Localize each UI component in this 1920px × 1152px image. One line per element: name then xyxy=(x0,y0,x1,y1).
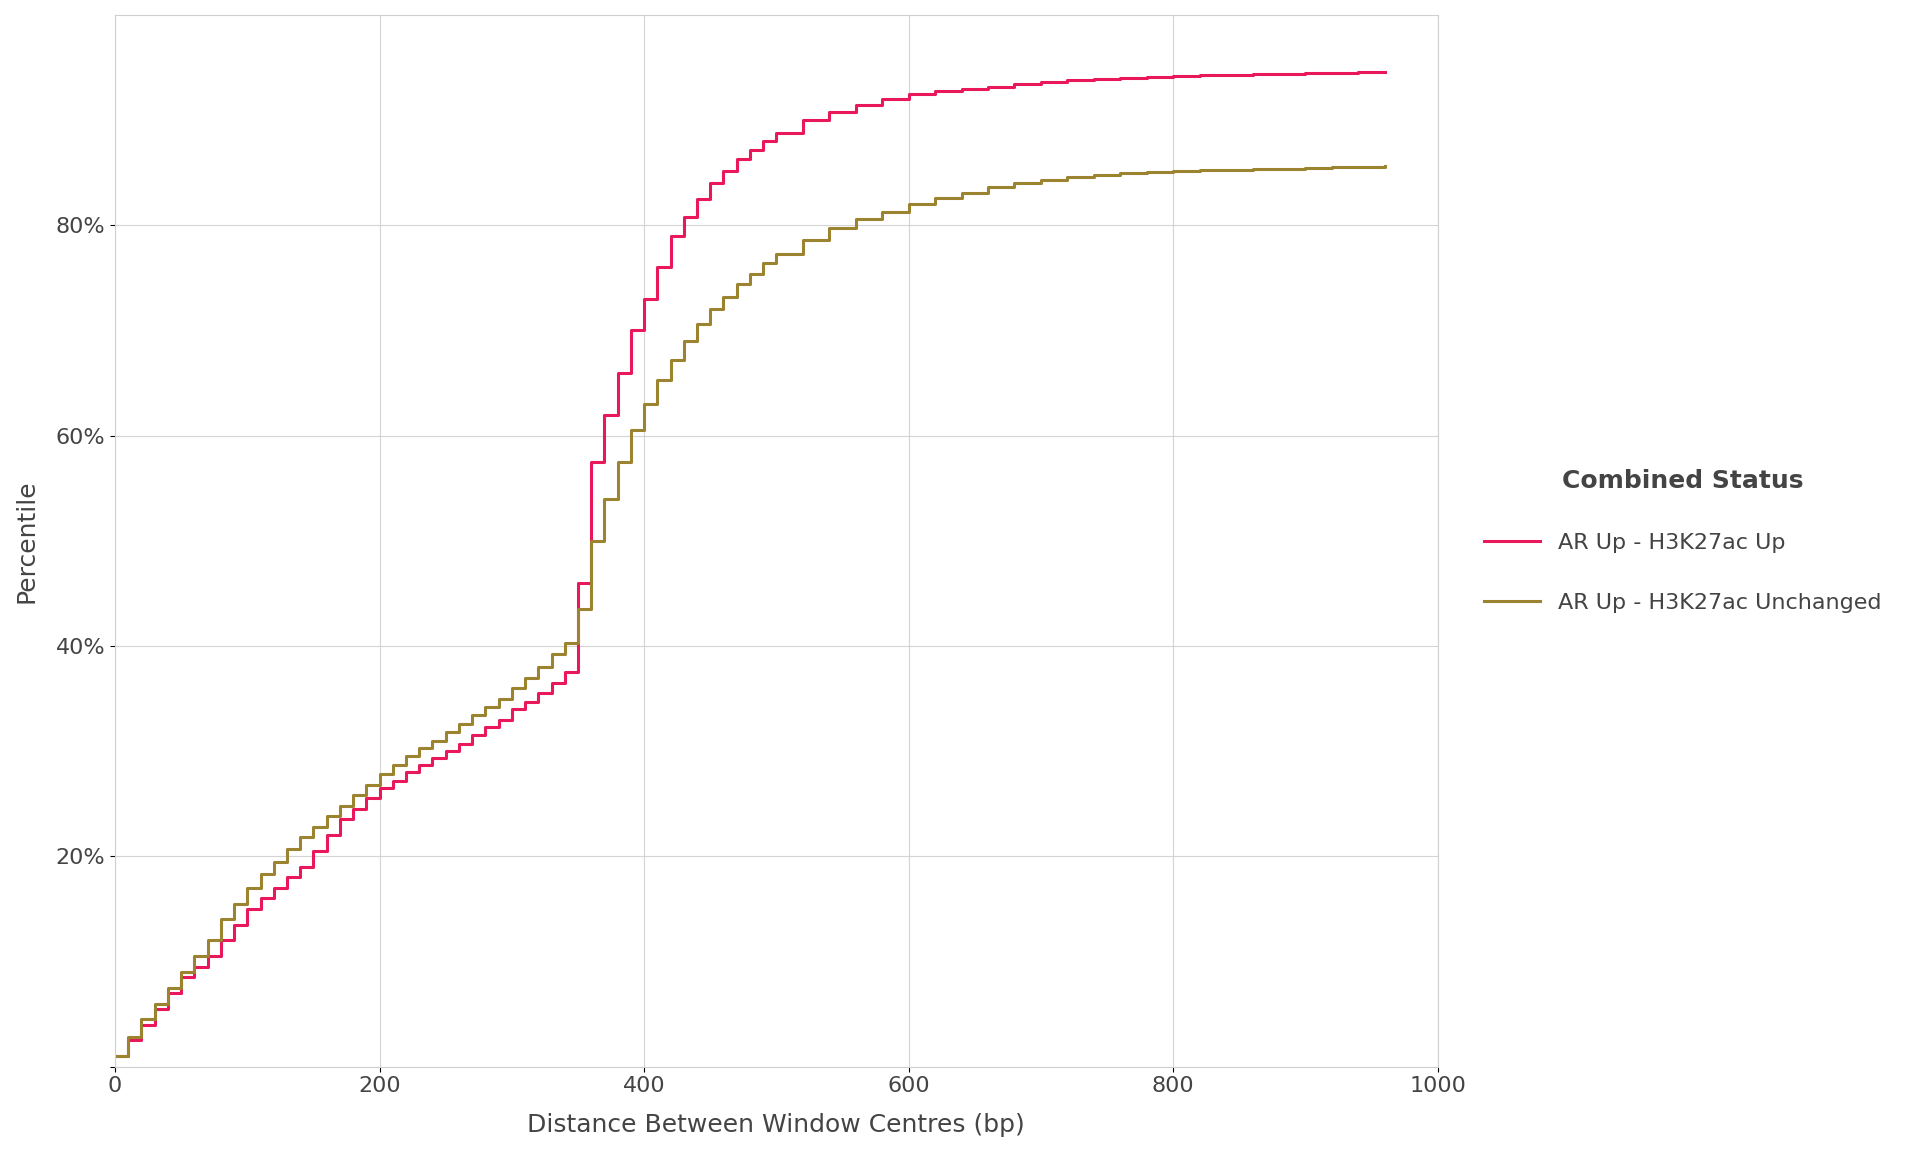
AR Up - H3K27ac Up xyxy=(632,291,655,305)
AR Up - H3K27ac Unchanged xyxy=(1373,159,1396,173)
Line: AR Up - H3K27ac Unchanged: AR Up - H3K27ac Unchanged xyxy=(115,166,1384,1056)
AR Up - H3K27ac Unchanged xyxy=(632,397,655,411)
AR Up - H3K27ac Unchanged xyxy=(301,820,324,834)
AR Up - H3K27ac Up xyxy=(645,260,668,274)
AR Up - H3K27ac Up xyxy=(301,844,324,858)
AR Up - H3K27ac Unchanged xyxy=(1188,164,1212,177)
AR Up - H3K27ac Up xyxy=(315,828,338,842)
AR Up - H3K27ac Up xyxy=(104,1049,127,1063)
AR Up - H3K27ac Up xyxy=(1373,65,1396,78)
Y-axis label: Percentile: Percentile xyxy=(15,479,38,602)
AR Up - H3K27ac Unchanged xyxy=(420,734,444,748)
X-axis label: Distance Between Window Centres (bp): Distance Between Window Centres (bp) xyxy=(528,1113,1025,1137)
AR Up - H3K27ac Unchanged xyxy=(104,1049,127,1063)
AR Up - H3K27ac Unchanged xyxy=(645,373,668,387)
AR Up - H3K27ac Up xyxy=(1188,69,1212,83)
Legend: AR Up - H3K27ac Up, AR Up - H3K27ac Unchanged: AR Up - H3K27ac Up, AR Up - H3K27ac Unch… xyxy=(1461,447,1903,635)
Line: AR Up - H3K27ac Up: AR Up - H3K27ac Up xyxy=(115,71,1384,1056)
AR Up - H3K27ac Unchanged xyxy=(315,810,338,824)
AR Up - H3K27ac Up xyxy=(420,751,444,765)
